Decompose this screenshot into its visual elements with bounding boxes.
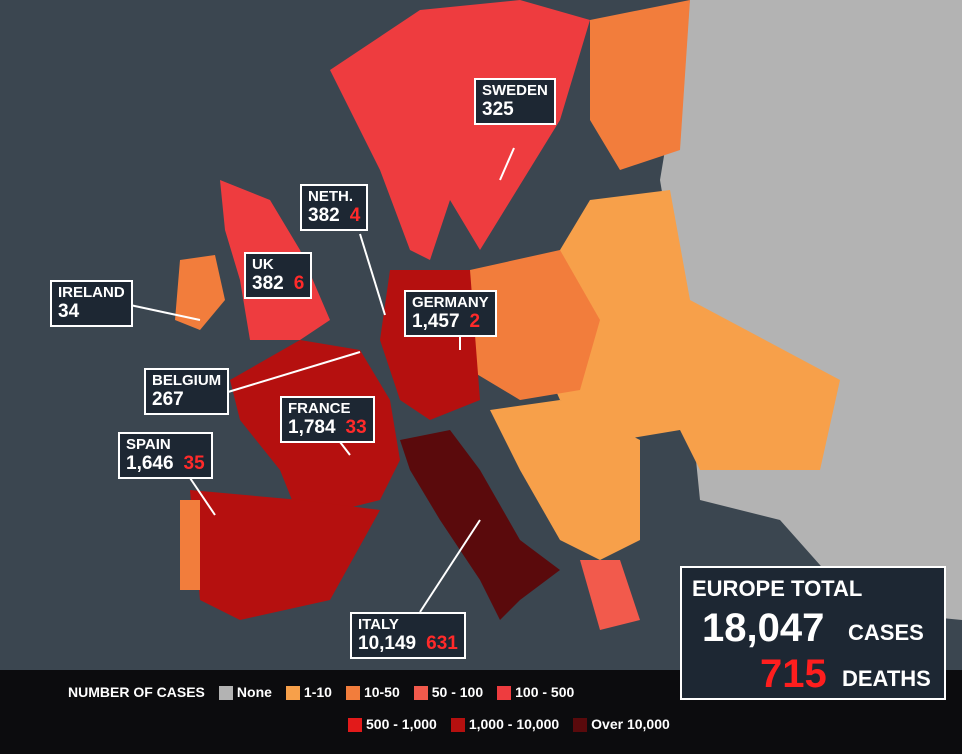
- legend-item: 1,000 - 10,000: [450, 716, 560, 733]
- deaths: 6: [293, 272, 305, 294]
- legend-item: 500 - 1,000: [348, 716, 437, 733]
- cases: 267: [152, 388, 184, 410]
- country-name: SPAIN: [126, 436, 171, 453]
- legend-label: 1,000 - 10,000: [468, 716, 560, 732]
- legend-item: 10-50: [345, 684, 400, 701]
- callout: IRELAND 34: [50, 280, 133, 328]
- country-name: ITALY: [358, 616, 399, 633]
- legend-item: 100 - 500: [497, 684, 575, 701]
- legend-swatch: [497, 686, 512, 701]
- callout: FRANCE 1,784 33: [280, 396, 375, 444]
- legend-swatch: [218, 686, 233, 701]
- callout: BELGIUM 267: [144, 368, 230, 416]
- country-name: SWEDEN: [482, 82, 548, 99]
- leader-line: [499, 147, 515, 181]
- legend-swatch: [345, 686, 360, 701]
- callout: ITALY 10,149 631: [350, 612, 466, 660]
- callout: SWEDEN 325: [474, 78, 556, 126]
- legend-label: 1-10: [303, 684, 332, 700]
- cases: 1,457: [412, 310, 460, 332]
- leader-line: [419, 519, 481, 613]
- total-box: EUROPE TOTAL 18,047 CASES 715 DEATHS: [680, 566, 946, 700]
- total-deaths: 715: [760, 652, 827, 696]
- country-name: IRELAND: [58, 284, 125, 301]
- legend-label: 100 - 500: [515, 684, 575, 700]
- cases: 34: [58, 300, 80, 322]
- legend-item: Over 10,000: [573, 716, 670, 733]
- legend-label: 500 - 1,000: [366, 716, 437, 732]
- total-deaths-label: DEATHS: [842, 666, 931, 691]
- legend-label: 10-50: [363, 684, 400, 700]
- leader-line: [339, 441, 351, 456]
- legend-swatch: [285, 686, 300, 701]
- callout: SPAIN 1,646 35: [118, 432, 213, 480]
- callout: GERMANY 1,457 2: [404, 290, 497, 338]
- country-name: GERMANY: [412, 294, 489, 311]
- spain: [190, 490, 380, 620]
- deaths: 33: [345, 416, 367, 438]
- leader-line: [189, 477, 216, 516]
- portugal: [180, 500, 200, 590]
- deaths: 631: [426, 632, 458, 654]
- legend-label: None: [236, 684, 272, 700]
- legend-item: 1-10: [285, 684, 332, 701]
- leader-line: [227, 351, 361, 393]
- legend-label: 50 - 100: [431, 684, 484, 700]
- poland: [470, 250, 600, 400]
- leader-line: [359, 233, 386, 316]
- legend-swatch: [573, 718, 588, 733]
- country-name: BELGIUM: [152, 372, 222, 389]
- callout: NETH. 382 4: [300, 184, 369, 232]
- legend-swatch: [348, 718, 362, 733]
- cases: 1,784: [288, 416, 336, 438]
- legend-swatch: [450, 718, 465, 733]
- legend-row: 500 - 1,000 1,000 - 10,000 Over 10,000: [348, 716, 670, 733]
- legend-row: NUMBER OF CASES None 1-10 10-50 50 - 100 100…: [68, 684, 575, 701]
- legend-item: 50 - 100: [413, 684, 484, 701]
- cases: 10,149: [358, 632, 417, 654]
- deaths: 2: [469, 310, 481, 332]
- cases: 382: [308, 204, 340, 226]
- cases: 1,646: [126, 452, 174, 474]
- legend-title: NUMBER OF CASES: [68, 684, 205, 701]
- greece: [580, 560, 640, 630]
- legend-item: None: [218, 684, 272, 701]
- italy: [400, 430, 560, 620]
- eastern-europe: [520, 190, 840, 470]
- callout: UK 382 6: [244, 252, 313, 300]
- cases: 325: [482, 98, 514, 120]
- country-name: NETH.: [308, 188, 353, 205]
- balkans: [490, 400, 640, 560]
- deaths: 35: [183, 452, 205, 474]
- deaths: 4: [349, 204, 361, 226]
- scandinavia: [330, 0, 590, 260]
- total-cases-label: CASES: [848, 620, 924, 645]
- cases: 382: [252, 272, 284, 294]
- leader-lines: [129, 147, 515, 613]
- total-cases: 18,047: [702, 606, 825, 650]
- legend-swatch: [413, 686, 428, 701]
- ireland: [175, 255, 225, 330]
- country-name: UK: [252, 256, 274, 273]
- finland: [590, 0, 690, 170]
- total-title: EUROPE TOTAL: [692, 576, 863, 601]
- leader-line: [129, 304, 201, 321]
- country-name: FRANCE: [288, 400, 351, 417]
- legend-label: Over 10,000: [591, 716, 670, 732]
